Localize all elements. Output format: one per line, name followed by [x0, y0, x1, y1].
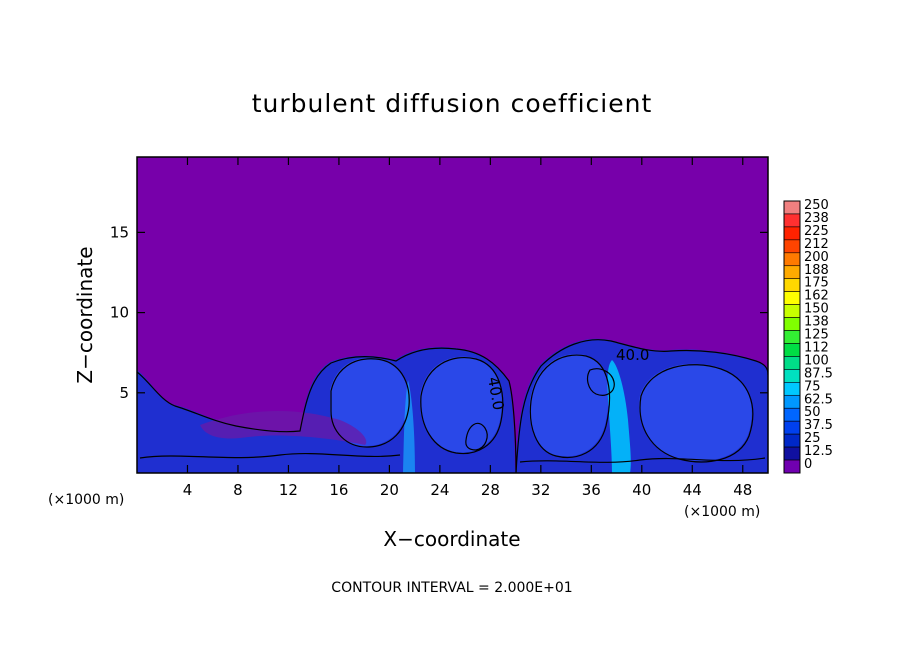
x-tick-label: 32: [531, 481, 550, 499]
colorbar-swatch: [783, 343, 801, 357]
colorbar-label: 25: [804, 431, 821, 446]
x-axis-label: X−coordinate: [383, 527, 520, 551]
contour-interval-note: CONTOUR INTERVAL = 2.000E+01: [331, 580, 572, 596]
x-tick-label: 28: [481, 481, 500, 499]
y-axis-label: Z−coordinate: [73, 246, 97, 383]
x-tick-label: 8: [233, 481, 243, 499]
colorbar-label: 50: [804, 405, 821, 420]
y-axis: 5 10 15: [110, 223, 768, 402]
colorbar-label: 238: [804, 211, 829, 226]
cloud-plume-far-right: [639, 363, 752, 461]
x-unit-left: (×1000 m): [48, 492, 124, 508]
cloud-plume-left: [330, 357, 409, 447]
cyan-column-2: [403, 380, 415, 473]
x-tick-label: 12: [279, 481, 298, 499]
colorbar-label: 212: [804, 237, 829, 252]
colorbar-swatch: [783, 213, 801, 228]
colorbar-swatch: [783, 239, 801, 254]
colorbar-label: 112: [804, 340, 829, 355]
colorbar-swatch: [783, 356, 801, 370]
colorbar-frame: [783, 200, 801, 474]
x-tick-label: 24: [430, 481, 449, 499]
colorbar-label: 75: [804, 379, 821, 394]
x-tick-label: 20: [380, 481, 399, 499]
contour-lines: [137, 339, 768, 473]
contour-label-1: 40.0: [616, 346, 649, 364]
cloud-plume-mid: [419, 356, 502, 453]
colorbar-label: 150: [804, 302, 829, 317]
colorbar-label: 162: [804, 289, 829, 304]
colorbar-label: 0: [804, 457, 812, 472]
colorbar-swatch: [783, 459, 801, 474]
y-tick-label: 15: [110, 223, 129, 241]
colorbar: 2502382252122001881751621501381251121008…: [783, 198, 833, 474]
chart-title: turbulent diffusion coefficient: [252, 89, 653, 118]
colorbar-label: 125: [804, 328, 829, 343]
x-tick-label: 44: [683, 481, 702, 499]
cloud-plume-right: [529, 354, 609, 457]
colorbar-swatch: [783, 407, 801, 422]
colorbar-label: 12.5: [804, 444, 833, 459]
colorbar-swatch: [783, 330, 801, 344]
purple-streak: [200, 410, 367, 445]
turbulent-region-left: [137, 347, 515, 473]
colorbar-swatch: [783, 278, 801, 292]
x-tick-label: 16: [329, 481, 348, 499]
y-tick-label: 10: [110, 304, 129, 322]
colorbar-swatch: [783, 291, 801, 305]
colorbar-swatch: [783, 304, 801, 318]
contour-label-2: 40.0: [484, 376, 508, 412]
colorbar-label: 188: [804, 263, 829, 278]
colorbar-label: 138: [804, 315, 829, 330]
x-unit-right: (×1000 m): [684, 504, 760, 520]
colorbar-swatch: [783, 252, 801, 267]
colorbar-swatch: [783, 317, 801, 331]
plot-area: 40.0 40.0: [137, 157, 768, 473]
colorbar-label: 62.5: [804, 392, 833, 407]
colorbar-swatch: [783, 433, 801, 448]
colorbar-label: 87.5: [804, 366, 833, 381]
colorbar-label: 250: [804, 198, 829, 213]
colorbar-swatch: [783, 369, 801, 383]
colorbar-swatch: [783, 265, 801, 280]
y-tick-label: 5: [119, 384, 129, 402]
colorbar-label: 225: [804, 224, 829, 239]
x-tick-label: 4: [183, 481, 193, 499]
colorbar-swatch: [783, 200, 801, 215]
colorbar-swatch: [783, 382, 801, 396]
x-tick-label: 40: [632, 481, 651, 499]
colorbar-swatch: [783, 394, 801, 409]
x-axis: 4 8 12 16 20 24 28 32 36 40 44 48: [183, 157, 752, 499]
plot-frame: [136, 156, 769, 474]
colorbar-swatch: [783, 446, 801, 461]
x-tick-label: 48: [733, 481, 752, 499]
x-tick-label: 36: [582, 481, 601, 499]
colorbar-label: 37.5: [804, 418, 833, 433]
colorbar-swatch: [783, 226, 801, 241]
colorbar-label: 100: [804, 353, 829, 368]
colorbar-swatch: [783, 420, 801, 435]
colorbar-label: 175: [804, 276, 829, 291]
colorbar-label: 200: [804, 250, 829, 265]
